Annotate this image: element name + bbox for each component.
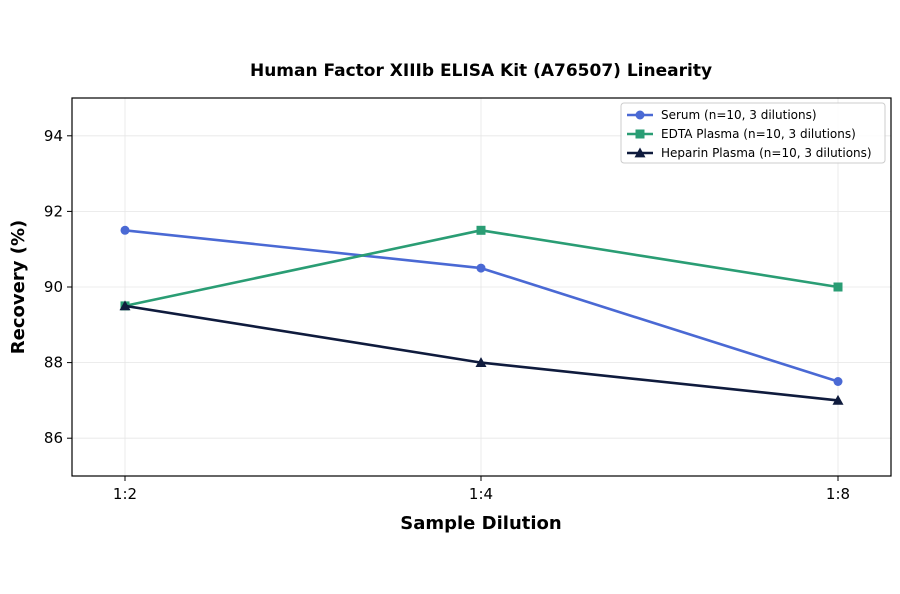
- chart-title: Human Factor XIIIb ELISA Kit (A76507) Li…: [250, 61, 712, 81]
- legend-label: Heparin Plasma (n=10, 3 dilutions): [661, 146, 872, 160]
- series-layer: [119, 225, 844, 405]
- y-axis-label: Recovery (%): [8, 220, 29, 354]
- legend-label: EDTA Plasma (n=10, 3 dilutions): [661, 127, 856, 141]
- legend-box: [620, 102, 886, 164]
- y-tick-label: 94: [44, 127, 63, 145]
- series-line: [124, 304, 839, 402]
- x-tick-label: 1:4: [469, 485, 493, 503]
- legend-label: Serum (n=10, 3 dilutions): [661, 108, 817, 122]
- series-0: [120, 225, 843, 386]
- y-tick-label: 88: [44, 354, 63, 372]
- legend-item: Serum (n=10, 3 dilutions): [627, 108, 817, 122]
- legend-marker: [634, 147, 646, 158]
- legend: Serum (n=10, 3 dilutions) EDTA Plasma (n=…: [620, 102, 886, 164]
- data-point: [475, 357, 487, 367]
- y-tick-label: 92: [44, 202, 63, 220]
- data-point: [476, 225, 486, 235]
- data-point: [833, 377, 843, 386]
- data-point: [476, 263, 486, 273]
- data-point: [833, 282, 843, 292]
- y-tick-label: 86: [44, 429, 63, 447]
- legend-marker: [635, 129, 645, 139]
- x-tick-label: 1:2: [113, 485, 137, 503]
- x-tick-label: 1:8: [826, 485, 850, 503]
- data-point: [120, 225, 130, 235]
- legend-item: EDTA Plasma (n=10, 3 dilutions): [627, 127, 856, 141]
- data-point: [832, 394, 844, 405]
- axis-ticks: 86 88 90 92 94 1:2 1:4 1:8: [44, 127, 850, 503]
- data-point: [119, 300, 131, 311]
- series-2: [119, 300, 844, 405]
- legend-item: Heparin Plasma (n=10, 3 dilutions): [627, 146, 872, 160]
- x-axis-label: Sample Dilution: [400, 513, 561, 534]
- y-tick-label: 90: [44, 278, 63, 296]
- legend-marker: [635, 110, 645, 120]
